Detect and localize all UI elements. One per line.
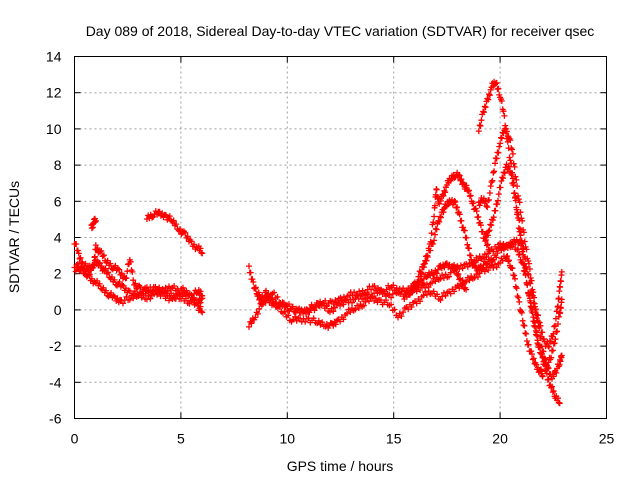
data-point-markers <box>143 208 206 257</box>
y-tick-label: -2 <box>49 338 62 354</box>
y-tick-label: 2 <box>54 266 62 282</box>
y-tick-label: 6 <box>54 193 62 209</box>
grid <box>74 56 607 419</box>
x-tick-label: 20 <box>492 431 508 447</box>
y-tick-label: 4 <box>54 230 62 246</box>
y-tick-label: 10 <box>46 121 62 137</box>
series-arc-3 <box>73 260 206 316</box>
y-tick-label: 0 <box>54 302 62 318</box>
chart-title: Day 089 of 2018, Sidereal Day-to-day VTE… <box>86 23 595 39</box>
series-arc-4 <box>88 215 99 232</box>
data-point-markers <box>246 253 546 380</box>
data-series <box>71 78 565 407</box>
series-arc-8 <box>252 196 527 316</box>
data-point-markers <box>252 196 527 316</box>
y-tick-label: 8 <box>54 157 62 173</box>
series-arc-13 <box>482 161 565 350</box>
y-axis-title: SDTVAR / TECUs <box>6 181 22 293</box>
x-tick-label: 0 <box>71 431 79 447</box>
data-point-markers <box>88 215 99 232</box>
x-axis-title: GPS time / hours <box>287 458 394 474</box>
y-tick-label: 12 <box>46 85 62 101</box>
x-tick-label: 5 <box>177 431 185 447</box>
data-point-markers <box>482 161 565 350</box>
series-arc-10 <box>405 260 470 298</box>
x-tick-label: 25 <box>599 431 615 447</box>
data-point-markers <box>405 260 470 298</box>
y-tick-label: -6 <box>49 411 62 427</box>
x-tick-label: 15 <box>386 431 402 447</box>
data-point-markers <box>73 260 206 316</box>
axis-ticks: 0 5 10 15 20 25 -6 -4 -2 0 2 4 6 8 10 12 14 <box>46 49 615 447</box>
x-tick-label: 10 <box>280 431 296 447</box>
y-tick-label: 14 <box>46 49 62 65</box>
series-arc-7 <box>246 253 546 380</box>
y-tick-label: -4 <box>49 374 62 390</box>
series-arc-5 <box>143 208 206 257</box>
